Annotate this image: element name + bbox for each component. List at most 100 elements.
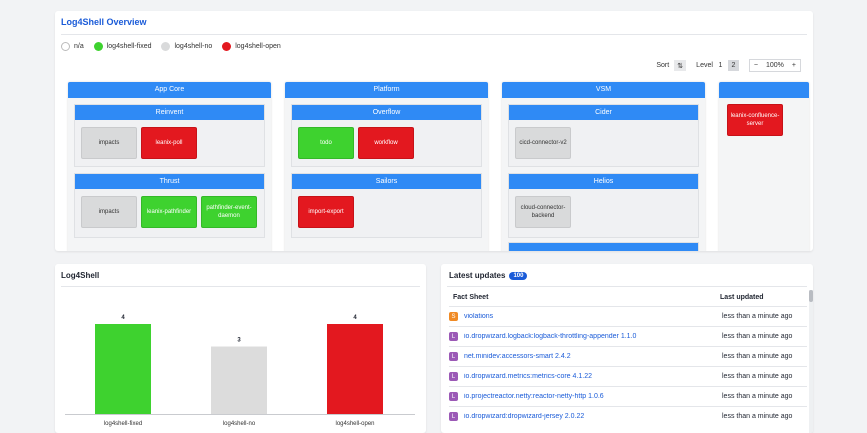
legend-label: log4shell-fixed xyxy=(106,43,152,50)
type-tag: L xyxy=(449,372,458,381)
zoom-out-button[interactable]: − xyxy=(753,62,758,69)
column-header-last-updated[interactable]: Last updated xyxy=(720,294,764,301)
type-tag: L xyxy=(449,352,458,361)
item-chip[interactable]: impacts xyxy=(81,196,137,228)
last-updated: less than a minute ago xyxy=(722,413,793,420)
type-tag: L xyxy=(449,332,458,341)
column-header-fact-sheet[interactable]: Fact Sheet xyxy=(453,294,489,301)
subgroup-sailors[interactable]: Sailors import-export xyxy=(291,173,482,238)
legend-item-fixed[interactable]: log4shell-fixed xyxy=(93,42,152,51)
legend-dot-na xyxy=(61,42,70,51)
scrollbar-thumb[interactable] xyxy=(809,290,813,302)
legend-item-open[interactable]: log4shell-open xyxy=(222,42,281,51)
item-chip[interactable]: cloud-connector-backend xyxy=(515,196,571,228)
updates-title: Latest updates xyxy=(449,271,506,280)
fact-sheet-link[interactable]: io.dropwizard.metrics:metrics-core 4.1.2… xyxy=(464,373,592,380)
subgroup-reinvent[interactable]: Reinvent impacts leanix-poll xyxy=(74,104,265,167)
fact-sheet-link[interactable]: io.dropwizard:dropwizard-jersey 2.0.22 xyxy=(464,413,585,420)
level-2-button[interactable]: 2 xyxy=(727,60,739,71)
bar-log4shell-fixed[interactable] xyxy=(95,324,151,414)
subgroup-more[interactable] xyxy=(508,242,699,251)
zoom-control: − 100% + xyxy=(748,59,801,72)
last-updated: less than a minute ago xyxy=(722,373,793,380)
overview-title: Log4Shell Overview xyxy=(61,17,147,27)
view-controls: Sort ⇅ Level 1 2 − 100% + xyxy=(656,59,801,72)
group-title: App Core xyxy=(68,82,271,98)
log4shell-chart-card: Log4Shell 4 log4shell-fixed 3 log4shell-no 4… xyxy=(55,264,426,433)
subgroup-thrust[interactable]: Thrust impacts leanix-pathfinder pathfin… xyxy=(74,173,265,238)
group-title xyxy=(719,82,809,98)
subgroup-title: Cider xyxy=(509,105,698,120)
legend-item-na[interactable]: n/a xyxy=(61,42,84,51)
legend-item-no[interactable]: log4shell-no xyxy=(161,42,212,51)
fact-sheet-link[interactable]: net.minidev:accessors-smart 2.4.2 xyxy=(464,353,571,360)
bar-log4shell-open[interactable] xyxy=(327,324,383,414)
legend-dot-no xyxy=(161,42,171,51)
updates-count-badge: 100 xyxy=(509,271,528,280)
zoom-in-button[interactable]: + xyxy=(791,62,796,69)
legend-dot-fixed xyxy=(93,42,103,51)
item-chip[interactable]: pathfinder-event-daemon xyxy=(201,196,257,228)
last-updated: less than a minute ago xyxy=(722,353,793,360)
bar-log4shell-no[interactable] xyxy=(211,346,267,415)
sort-icon[interactable]: ⇅ xyxy=(674,60,687,71)
level-1-button[interactable]: 1 xyxy=(718,62,723,69)
subgroup-helios[interactable]: Helios cloud-connector-backend xyxy=(508,173,699,238)
subgroup-cider[interactable]: Cider cicd-connector-v2 xyxy=(508,104,699,167)
legend-label: log4shell-open xyxy=(235,43,281,50)
subgroup-title: Thrust xyxy=(75,174,264,189)
subgroup-overflow[interactable]: Overflow todo workflow xyxy=(291,104,482,167)
legend-label: n/a xyxy=(74,43,84,50)
group-vsm[interactable]: VSM Cider cicd-connector-v2 Helios cloud… xyxy=(502,82,705,251)
zoom-value: 100% xyxy=(766,62,784,69)
subgroup-title: Reinvent xyxy=(75,105,264,120)
x-tick-label: log4shell-fixed xyxy=(104,421,142,427)
x-tick-label: log4shell-no xyxy=(223,421,256,427)
item-chip[interactable]: import-export xyxy=(298,196,354,228)
fact-sheet-link[interactable]: io.projectreactor.netty:reactor-netty-ht… xyxy=(464,393,604,400)
fact-sheet-link[interactable]: violations xyxy=(464,313,494,320)
last-updated: less than a minute ago xyxy=(722,333,793,340)
divider xyxy=(447,286,807,287)
chart-title: Log4Shell xyxy=(61,271,100,280)
data-label: 3 xyxy=(237,338,241,344)
data-label: 4 xyxy=(353,315,357,321)
fact-sheet-link[interactable]: io.dropwizard.logback:logback-throttling… xyxy=(464,333,637,340)
updates-header: Latest updates 100 xyxy=(449,271,528,280)
group-app-core[interactable]: App Core Reinvent impacts leanix-poll Th… xyxy=(68,82,271,251)
divider xyxy=(61,34,807,35)
item-chip[interactable]: workflow xyxy=(358,127,414,159)
item-chip[interactable]: leanix-poll xyxy=(141,127,197,159)
subgroup-title: Sailors xyxy=(292,174,481,189)
sort-label: Sort xyxy=(656,62,670,69)
legend: n/a log4shell-fixed log4shell-no log4she… xyxy=(61,42,281,51)
group-platform[interactable]: Platform Overflow todo workflow Sailors … xyxy=(285,82,488,251)
overview-card: Log4Shell Overview n/a log4shell-fixed l… xyxy=(55,11,813,251)
bar-chart: 4 log4shell-fixed 3 log4shell-no 4 log4shell-… xyxy=(65,315,415,427)
item-chip[interactable]: todo xyxy=(298,127,354,159)
last-updated: less than a minute ago xyxy=(722,393,793,400)
x-tick-label: log4shell-open xyxy=(335,421,374,427)
item-chip[interactable]: leanix-pathfinder xyxy=(141,196,197,228)
type-tag: L xyxy=(449,412,458,421)
subgroup-header xyxy=(509,243,698,251)
type-tag: L xyxy=(449,392,458,401)
data-label: 4 xyxy=(121,315,125,321)
last-updated: less than a minute ago xyxy=(722,313,793,320)
scrollbar[interactable] xyxy=(809,290,813,433)
group-title: Platform xyxy=(285,82,488,98)
item-chip[interactable]: cicd-connector-v2 xyxy=(515,127,571,159)
item-chip[interactable]: impacts xyxy=(81,127,137,159)
subgroup-title: Helios xyxy=(509,174,698,189)
legend-label: log4shell-no xyxy=(174,43,213,50)
group-unnamed[interactable]: leanix-confluence-server xyxy=(719,82,809,251)
item-chip[interactable]: leanix-confluence-server xyxy=(727,104,783,136)
legend-dot-open xyxy=(222,42,232,51)
